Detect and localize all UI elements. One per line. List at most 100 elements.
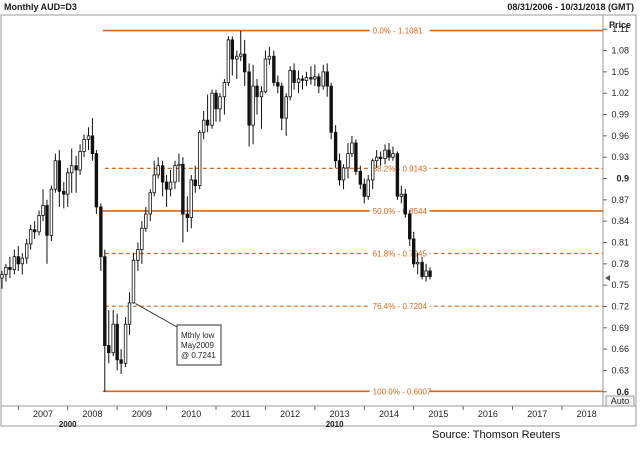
candle-body-up	[177, 163, 181, 167]
candle-body-up	[20, 257, 24, 265]
fib-level-label: 61.8% - 0.7945	[373, 250, 428, 259]
x-tick-label: 2007	[33, 409, 53, 419]
candle-body-up	[201, 119, 206, 133]
candle-body-up	[415, 261, 420, 265]
candle-body-down	[354, 142, 358, 172]
x-tick-label: 2011	[231, 409, 250, 419]
fib-level-label-bg	[369, 248, 430, 259]
annotation-box	[176, 324, 222, 366]
candle-body-up	[341, 167, 346, 181]
candle-body-down	[247, 71, 251, 126]
candle-body-down	[205, 119, 210, 126]
last-price-marker	[605, 275, 610, 282]
candle-body-up	[49, 188, 54, 236]
candle-body-up	[69, 165, 74, 174]
candle-body-up	[53, 160, 58, 190]
candle-body-up	[383, 149, 387, 160]
candle-body-up	[366, 179, 370, 197]
candle-body-up	[251, 85, 255, 126]
fib-level-label: 38.2% - 0.9143	[373, 164, 428, 173]
candle-body-down	[358, 170, 363, 185]
candle-body-up	[235, 55, 239, 60]
x-tick-label: 2014	[379, 409, 399, 419]
y-tick-label: 1.05	[611, 67, 629, 77]
candle-body-up	[284, 96, 288, 119]
y-tick-label: 0.75	[611, 280, 629, 290]
auto-scale-label[interactable]: Auto	[611, 396, 630, 406]
candle-body-up	[210, 92, 214, 126]
candle-body-down	[309, 77, 313, 80]
candle-body-down	[45, 205, 49, 236]
auto-scale-button[interactable]: Auto	[605, 395, 635, 407]
candle-body-down	[387, 149, 391, 158]
candle-body-up	[25, 243, 29, 259]
candle-body-down	[362, 183, 366, 197]
candle-body-down	[185, 213, 190, 219]
candle-body-down	[255, 85, 259, 98]
candle-body-down	[292, 70, 296, 83]
candle-body-down	[242, 53, 247, 73]
candle-body-up	[259, 91, 264, 98]
candle-body-down	[408, 213, 412, 240]
candle-body-up	[78, 151, 82, 171]
fib-level-label: 76.4% - 0.7204	[373, 302, 428, 311]
candles	[0, 30, 432, 392]
candle-body-down	[193, 179, 197, 187]
candle-body-down	[428, 270, 432, 278]
candle-body-up	[350, 142, 354, 155]
x-axis-panel	[0, 405, 637, 427]
annotation-pointer	[135, 303, 178, 328]
x-decade-label: 2010	[326, 420, 344, 429]
candle-body-down	[420, 261, 424, 278]
candle-body-down	[99, 206, 103, 258]
candle-body-up	[226, 39, 231, 83]
candle-body-up	[189, 179, 193, 219]
y-tick-label: 1.08	[611, 46, 629, 56]
candle-body-down	[403, 193, 408, 215]
candle-body-up	[136, 249, 140, 261]
candle-body-down	[62, 190, 66, 195]
candle-body-up	[313, 76, 317, 80]
x-tick-label: 2009	[132, 409, 152, 419]
y-tick-label: 0.66	[611, 344, 629, 354]
candle-body-up	[267, 55, 272, 60]
chart-title: Monthly AUD=D3	[4, 2, 77, 12]
candle-body-down	[325, 71, 329, 87]
candle-body-down	[103, 256, 107, 346]
candle-body-down	[90, 135, 95, 155]
fib-level-label-bg	[369, 25, 430, 36]
annotation-line-2: May2009	[181, 341, 214, 350]
candle-body-up	[218, 96, 222, 110]
fib-level-label: 50.0% - 0.8544	[373, 207, 428, 216]
candle-body-up	[156, 165, 160, 176]
candle-body-down	[57, 160, 62, 192]
x-tick-label: 2015	[428, 409, 448, 419]
candle-body-up	[123, 323, 128, 364]
candle-body-up	[127, 302, 132, 325]
candle-body-down	[16, 256, 21, 265]
candle-body-up	[82, 139, 86, 152]
y-tick-label: 0.63	[611, 365, 629, 375]
candle-body-down	[94, 153, 99, 208]
fib-level-label-bg	[369, 205, 430, 216]
source-note: Source: Thomson Reuters	[432, 429, 561, 441]
candle-body-down	[280, 85, 284, 119]
candle-body-down	[164, 181, 169, 190]
candle-body-down	[276, 82, 280, 87]
candle-body-up	[4, 266, 8, 275]
y-tick-label: 0.81	[611, 237, 629, 247]
candle-body-up	[173, 165, 177, 183]
candle-body-up	[111, 323, 115, 354]
candle-body-up	[86, 135, 91, 140]
candle-body-up	[140, 227, 144, 250]
x-tick-label: 2010	[181, 409, 201, 419]
candle-body-down	[378, 156, 383, 160]
candle-body-down	[329, 85, 333, 133]
date-range: 08/31/2006 - 10/31/2018 (GMT)	[507, 2, 634, 12]
candle-body-up	[288, 70, 292, 98]
x-tick-label: 2018	[577, 409, 597, 419]
candle-body-down	[395, 153, 400, 197]
candle-body-down	[317, 76, 321, 87]
candle-body-up	[197, 131, 202, 187]
